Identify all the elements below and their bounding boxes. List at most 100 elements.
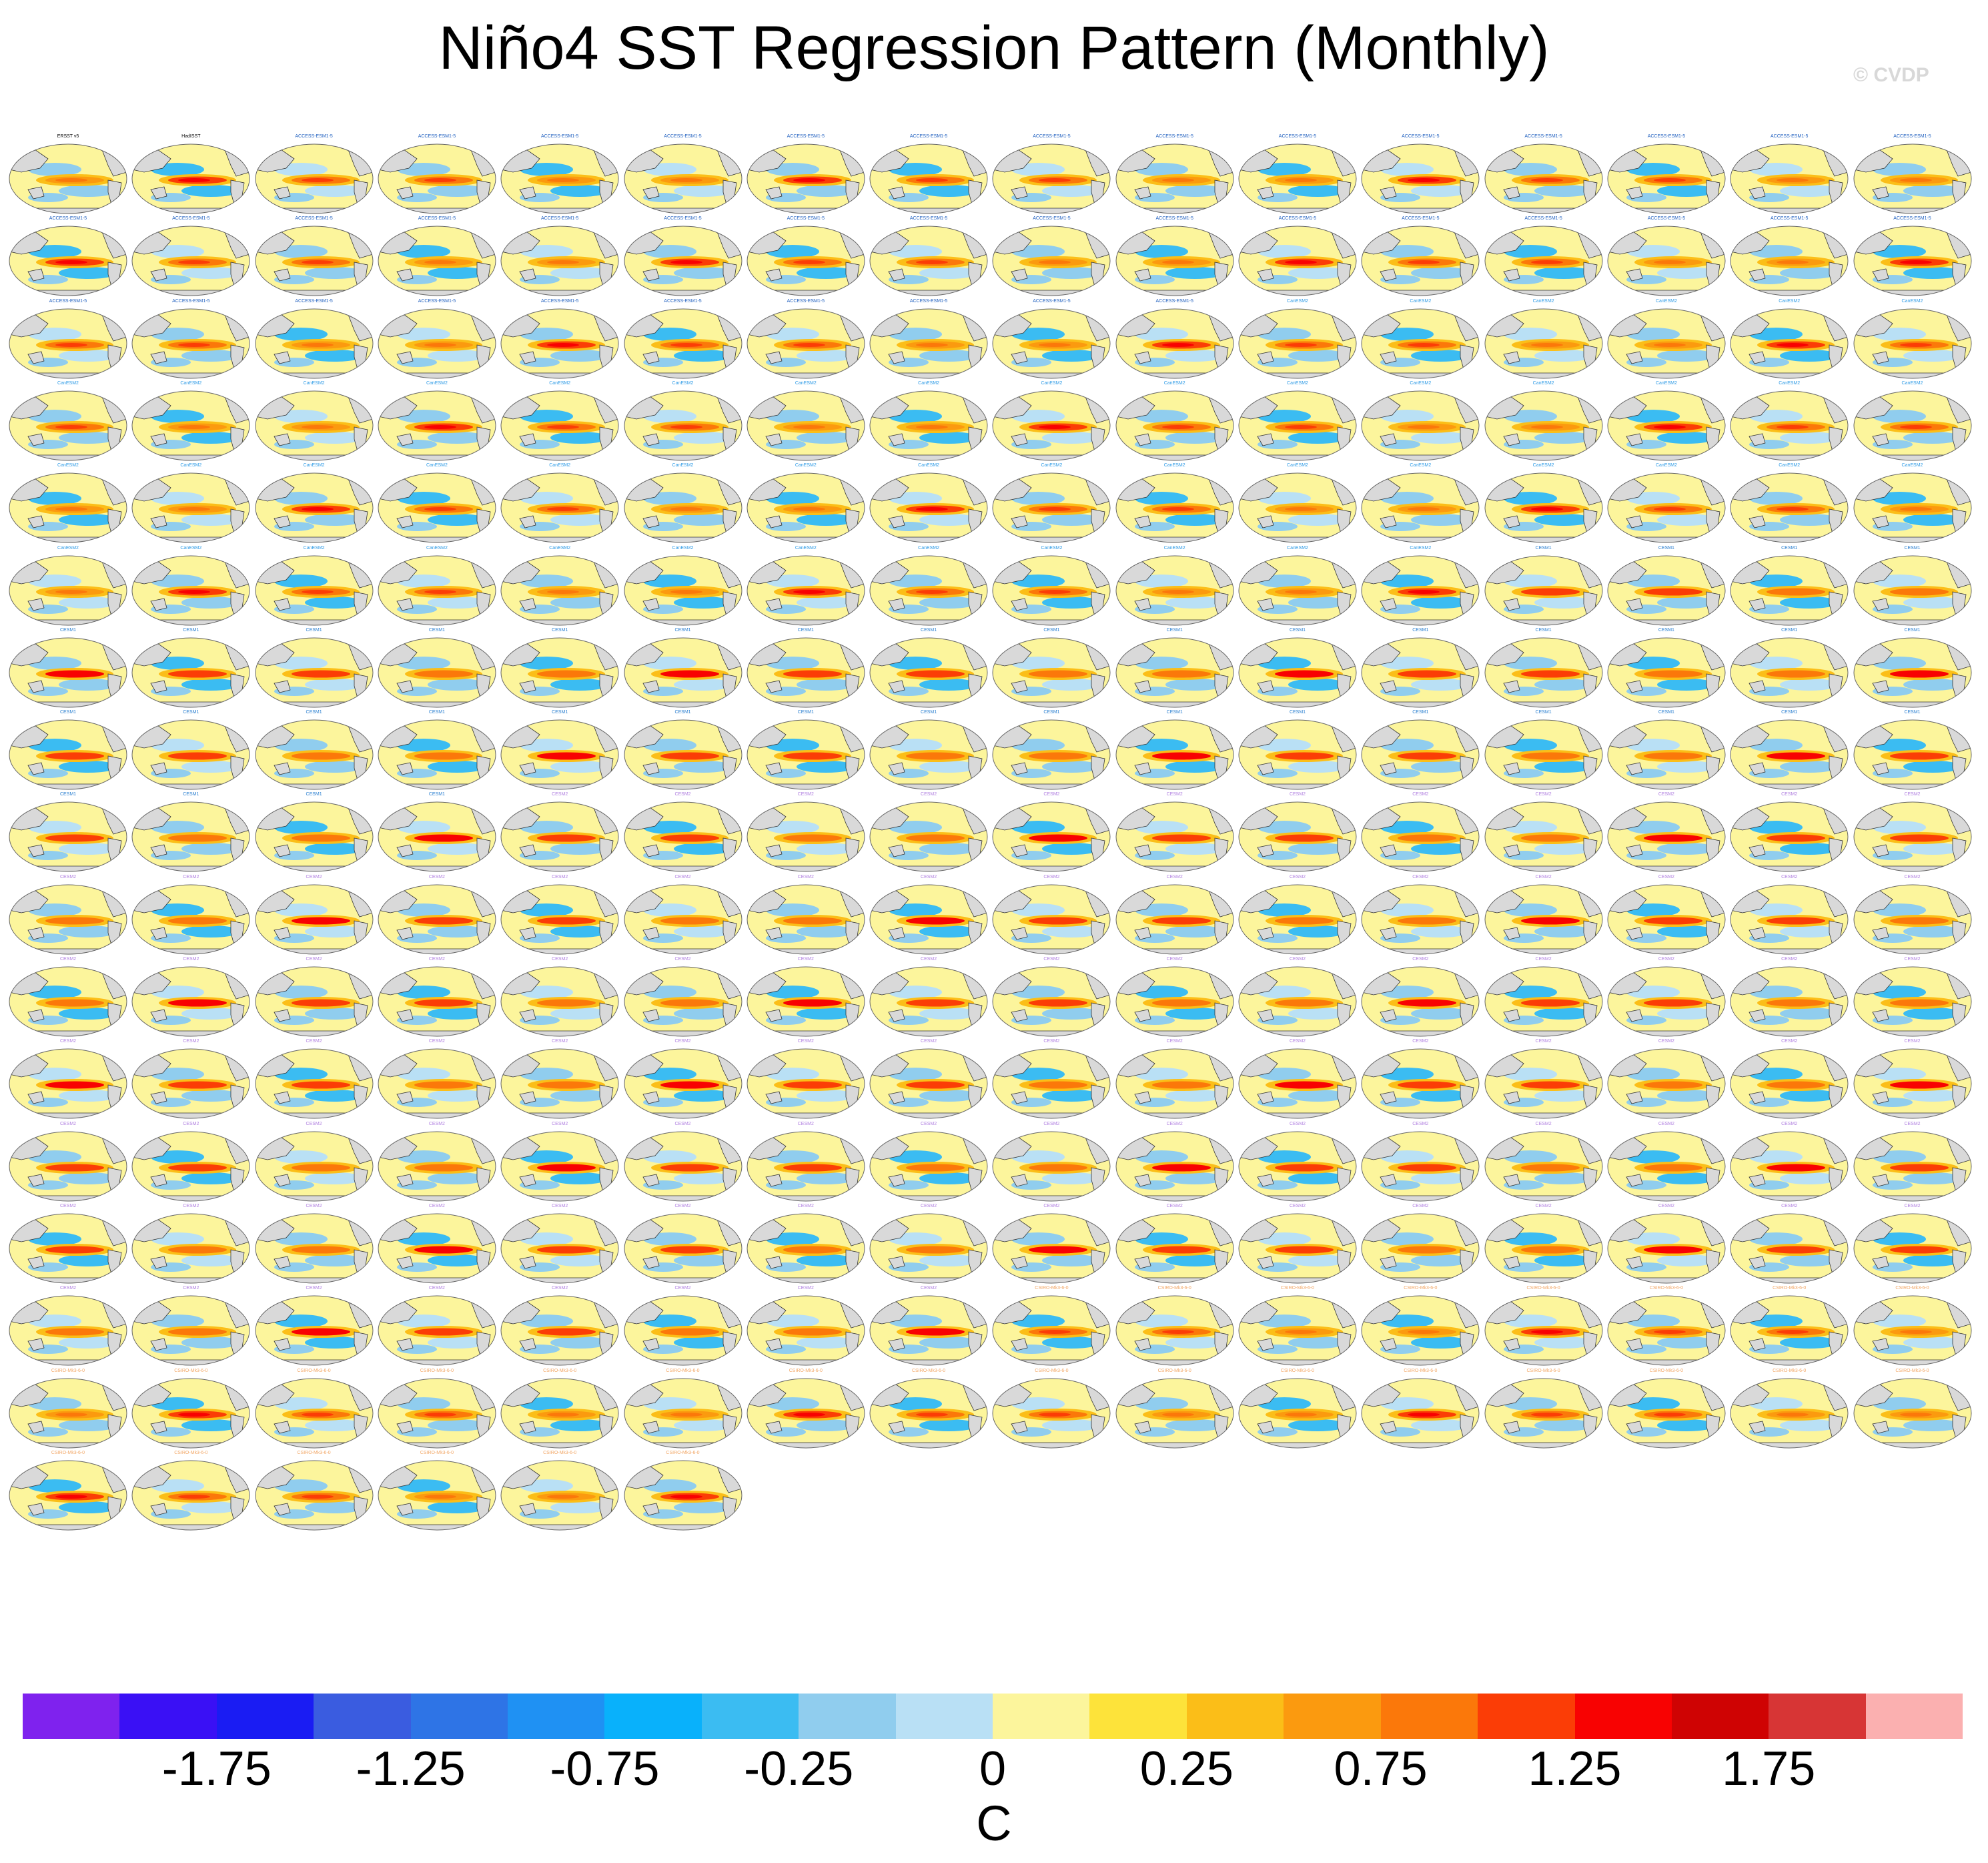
panel-model-label: CSIRO-Mk3-6-0 — [420, 1368, 454, 1373]
panel-model-label: CESM2 — [183, 1039, 199, 1044]
map-panel: CanESM2 — [1484, 380, 1604, 462]
map-panel: ACCESS-ESM1-5 — [1237, 216, 1358, 297]
panel-model-label: ACCESS-ESM1-5 — [1033, 134, 1071, 139]
panel-model-label: CESM2 — [1412, 1039, 1429, 1044]
map-panel: CanESM2 — [377, 545, 497, 627]
panel-model-label: CESM1 — [674, 710, 691, 715]
panel-model-label: CESM2 — [306, 1286, 322, 1291]
map-panel: ACCESS-ESM1-5 — [254, 298, 374, 380]
map-panel: ERSST v5 — [8, 133, 128, 215]
panel-model-label: CESM1 — [306, 627, 322, 633]
credit-watermark: © CVDP — [1853, 64, 1929, 86]
panel-model-label: CESM2 — [674, 1203, 691, 1208]
panel-model-label: CESM2 — [552, 1121, 568, 1126]
map-panel: CESM2 — [623, 1038, 743, 1120]
panel-model-label: CESM1 — [1904, 627, 1921, 633]
map-panel: CSIRO-Mk3-6-0 — [500, 1450, 620, 1531]
panel-model-label: CSIRO-Mk3-6-0 — [1895, 1286, 1929, 1291]
map-panel: CSIRO-Mk3-6-0 — [746, 1368, 866, 1449]
panel-model-label: CESM2 — [552, 874, 568, 879]
map-panel: CESM2 — [1729, 1203, 1849, 1284]
map-panel: ACCESS-ESM1-5 — [1606, 133, 1726, 215]
map-panel: CanESM2 — [746, 380, 866, 462]
panel-model-label: CSIRO-Mk3-6-0 — [1649, 1368, 1683, 1373]
map-panel: CESM1 — [1729, 627, 1849, 709]
panel-model-label: CESM2 — [1166, 1039, 1183, 1044]
map-panel: ACCESS-ESM1-5 — [1853, 216, 1973, 297]
panel-model-label: ACCESS-ESM1-5 — [1524, 216, 1562, 222]
map-panel: CESM2 — [1606, 1038, 1726, 1120]
map-panel: CESM2 — [746, 791, 866, 873]
map-panel: CESM2 — [746, 1038, 866, 1120]
map-panel: CESM1 — [131, 709, 251, 791]
colorbar-swatch — [1089, 1694, 1187, 1739]
map-panel: CESM2 — [131, 1285, 251, 1367]
map-panel: CESM2 — [1853, 791, 1973, 873]
panel-model-label: CESM1 — [428, 710, 445, 715]
map-panel: CESM2 — [991, 791, 1111, 873]
map-panel: CESM1 — [377, 791, 497, 873]
map-panel: CanESM2 — [991, 462, 1111, 544]
map-panel: CanESM2 — [1115, 545, 1235, 627]
colorbar-ticks: -1.75 -1.25 -0.75 -0.25 0 0.25 0.75 1.25 1.75 — [0, 1742, 1988, 1796]
map-panel: CESM1 — [1237, 709, 1358, 791]
map-panel: CSIRO-Mk3-6-0 — [131, 1450, 251, 1531]
colorbar-swatch — [314, 1694, 411, 1739]
panel-model-label: CSIRO-Mk3-6-0 — [789, 1368, 823, 1373]
panel-model-label: CESM1 — [1043, 710, 1060, 715]
map-panel: CESM2 — [1237, 956, 1358, 1038]
map-panel: CanESM2 — [500, 462, 620, 544]
map-panel: CESM2 — [746, 1121, 866, 1202]
panel-model-label: CESM2 — [59, 1203, 77, 1208]
map-panel: CESM1 — [991, 709, 1111, 791]
map-panel: CanESM2 — [1115, 380, 1235, 462]
panel-model-label: CESM2 — [1166, 1203, 1183, 1208]
panel-model-label: ACCESS-ESM1-5 — [295, 298, 333, 304]
map-panel: CESM2 — [1360, 956, 1480, 1038]
panel-model-label: CSIRO-Mk3-6-0 — [297, 1368, 331, 1373]
panel-model-label: ACCESS-ESM1-5 — [418, 216, 456, 222]
map-panel: CESM2 — [254, 1038, 374, 1120]
panel-model-label: CESM2 — [674, 792, 691, 797]
panel-model-label: CSIRO-Mk3-6-0 — [1280, 1368, 1315, 1373]
colorbar-swatch — [1478, 1694, 1575, 1739]
map-panel: ACCESS-ESM1-5 — [746, 133, 866, 215]
panel-model-label: ACCESS-ESM1-5 — [1033, 216, 1071, 222]
panel-model-label: CanESM2 — [1287, 298, 1308, 304]
panel-model-label: CESM2 — [1535, 1203, 1552, 1208]
map-panel: CESM2 — [991, 1121, 1111, 1202]
panel-model-label: CESM2 — [797, 1286, 814, 1291]
panel-model-label: ACCESS-ESM1-5 — [1033, 298, 1071, 304]
map-panel: CESM1 — [1853, 709, 1973, 791]
panel-model-label: CESM2 — [1658, 957, 1674, 962]
panel-model-label: CESM2 — [1289, 1039, 1306, 1044]
map-panel: CESM1 — [1729, 709, 1849, 791]
panel-model-label: CanESM2 — [426, 380, 448, 386]
panel-model-label: CSIRO-Mk3-6-0 — [1280, 1286, 1315, 1291]
panel-model-label: CanESM2 — [57, 380, 79, 386]
map-panel: ACCESS-ESM1-5 — [746, 298, 866, 380]
map-panel: CESM2 — [1729, 874, 1849, 956]
map-panel: CESM2 — [1115, 1121, 1235, 1202]
panel-model-label: ACCESS-ESM1-5 — [1278, 134, 1317, 139]
panel-model-label: CSIRO-Mk3-6-0 — [1157, 1286, 1191, 1291]
panel-model-label: CESM1 — [921, 710, 937, 715]
colorbar-tick-label: -1.25 — [356, 1742, 466, 1796]
panel-model-label: CESM1 — [1166, 710, 1183, 715]
panel-model-label: CESM2 — [1166, 792, 1183, 797]
map-panel: CanESM2 — [1606, 380, 1726, 462]
panel-model-label: CESM2 — [921, 874, 937, 879]
panel-model-label: CSIRO-Mk3-6-0 — [1035, 1286, 1069, 1291]
panel-model-label: CSIRO-Mk3-6-0 — [912, 1368, 946, 1373]
panel-model-label: CanESM2 — [1410, 298, 1432, 304]
panel-model-label: CanESM2 — [918, 545, 940, 550]
panel-model-label: CanESM2 — [1163, 463, 1185, 468]
panel-model-label: CanESM2 — [549, 463, 571, 468]
panel-model-label: CESM2 — [1904, 1039, 1921, 1044]
map-panel: CESM2 — [1115, 874, 1235, 956]
panel-model-label: CanESM2 — [426, 463, 448, 468]
panel-model-label: ACCESS-ESM1-5 — [1893, 134, 1931, 139]
panel-model-label: CESM2 — [306, 874, 322, 879]
map-panel: CSIRO-Mk3-6-0 — [1606, 1368, 1726, 1449]
panel-model-label: CanESM2 — [1779, 298, 1801, 304]
